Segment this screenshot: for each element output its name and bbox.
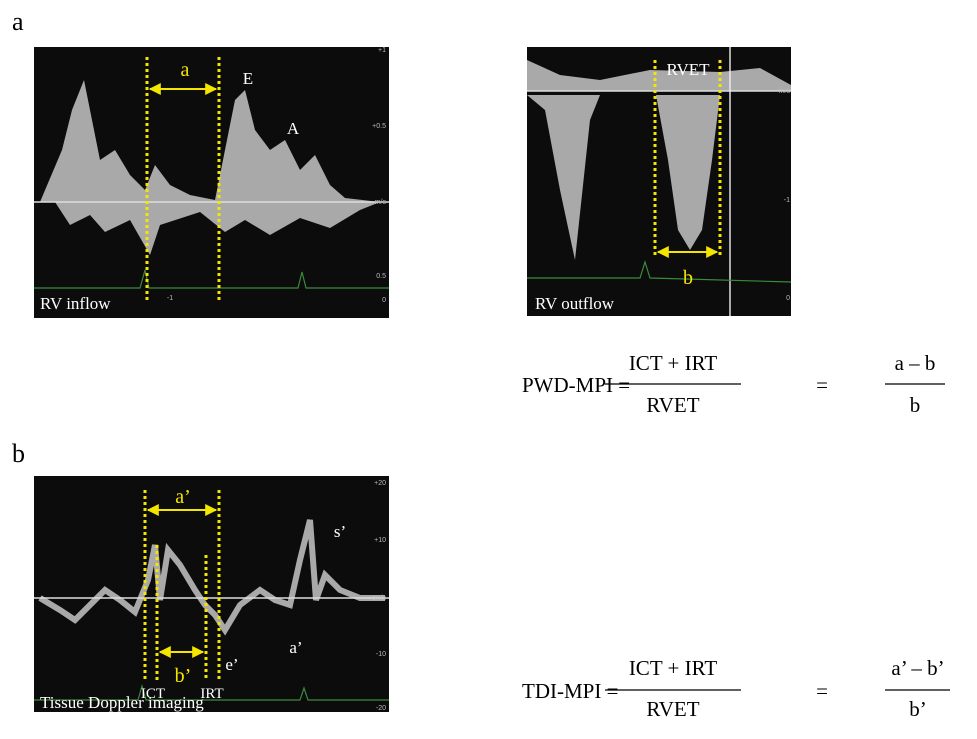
panel-label: b bbox=[12, 439, 25, 468]
interval-label: a bbox=[181, 59, 190, 81]
wave-label: e’ bbox=[225, 655, 238, 674]
scale-label: -1 bbox=[784, 197, 790, 204]
scale-label: m/s bbox=[375, 199, 387, 206]
irt-label: IRT bbox=[200, 686, 223, 702]
denominator: b’ bbox=[909, 697, 927, 721]
scale-label: 0 bbox=[382, 297, 386, 304]
interval-label: b’ bbox=[175, 665, 192, 687]
scale-label: 0 bbox=[786, 295, 790, 302]
wave-label: E bbox=[243, 69, 253, 88]
scale-label: 0.5 bbox=[376, 273, 386, 280]
wave-label: A bbox=[287, 119, 300, 138]
denominator: RVET bbox=[646, 697, 699, 721]
scale-label: -10 bbox=[376, 651, 386, 658]
equals: = bbox=[816, 373, 828, 397]
figure: a a E A +1 +0.5 m/s 0.5 -1 0 RV inflow R… bbox=[0, 0, 977, 739]
scale-label: +1 bbox=[378, 47, 386, 54]
ejection-label: RVET bbox=[666, 60, 710, 79]
scale-label: cm/s bbox=[371, 595, 386, 602]
scale-label: +20 bbox=[374, 480, 386, 487]
scale-label: m/s bbox=[779, 88, 791, 95]
panel-label: a bbox=[12, 7, 24, 36]
formula-lhs: PWD-MPI = bbox=[522, 373, 630, 397]
outflow-image: RVET b m/s -1 0 RV outflow bbox=[527, 47, 791, 316]
scale-label: +10 bbox=[374, 537, 386, 544]
wave-label: s’ bbox=[334, 522, 346, 541]
tdi-formula: TDI-MPI = ICT + IRT RVET = a’ – b’ b’ bbox=[522, 656, 950, 721]
equals: = bbox=[816, 679, 828, 703]
tdi-image: a’ b’ ICT IRT s’ e’ a’ +20 +10 cm/s -10 … bbox=[34, 476, 389, 712]
interval-label: a’ bbox=[175, 486, 191, 508]
pwd-formula: PWD-MPI = ICT + IRT RVET = a – b b bbox=[522, 351, 945, 417]
scale-label: -1 bbox=[167, 295, 173, 302]
denominator: b bbox=[910, 393, 921, 417]
denominator: RVET bbox=[646, 393, 699, 417]
inflow-image: a E A +1 +0.5 m/s 0.5 -1 0 RV inflow bbox=[34, 47, 389, 318]
formula-lhs: TDI-MPI = bbox=[522, 679, 618, 703]
numerator: a’ – b’ bbox=[891, 656, 944, 680]
numerator: ICT + IRT bbox=[629, 351, 718, 375]
scale-label: -20 bbox=[376, 705, 386, 712]
image-caption: RV outflow bbox=[535, 294, 615, 313]
numerator: ICT + IRT bbox=[629, 656, 718, 680]
interval-label: b bbox=[683, 267, 693, 289]
scale-label: +0.5 bbox=[372, 123, 386, 130]
image-caption: RV inflow bbox=[40, 294, 111, 313]
wave-label: a’ bbox=[289, 638, 302, 657]
image-caption: Tissue Doppler imaging bbox=[40, 693, 204, 712]
numerator: a – b bbox=[895, 351, 936, 375]
